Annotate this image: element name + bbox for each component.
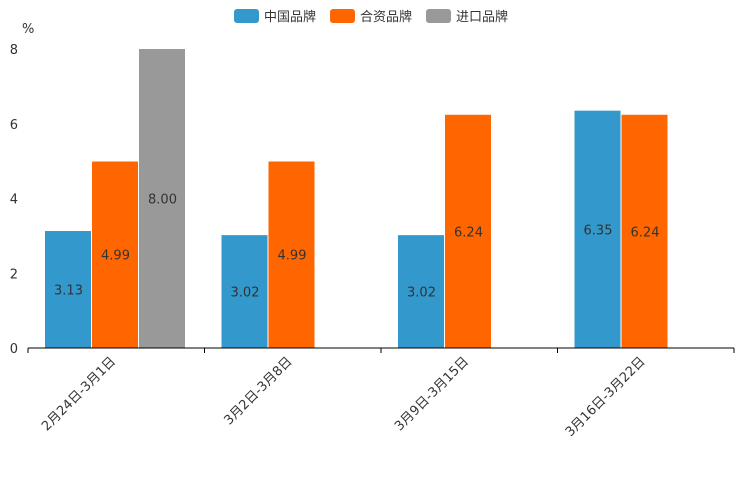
bar (45, 231, 91, 348)
bars (45, 49, 668, 348)
data-label: 8.00 (148, 193, 177, 208)
bar (445, 114, 491, 348)
x-tick-label: 3月16日-3月22日 (563, 354, 649, 440)
bar (92, 161, 138, 348)
legend: 中国品牌 合资品牌 进口品牌 (234, 9, 508, 25)
legend-swatch (426, 9, 451, 23)
y-axis-unit-label: % (22, 22, 34, 37)
data-label: 3.02 (231, 286, 260, 301)
x-tick-label: 2月24日-3月1日 (39, 354, 119, 434)
legend-swatch (234, 9, 259, 23)
bar (221, 235, 268, 348)
y-tick-label: 2 (10, 267, 18, 282)
x-tick-label: 3月2日-3月8日 (221, 354, 295, 428)
bar (139, 49, 185, 348)
data-label: 6.35 (584, 223, 613, 238)
data-labels: 3.13 4.99 8.00 3.02 4.99 3.02 6.24 6.35 6.24 (54, 193, 659, 301)
y-tick-label: 4 (10, 193, 18, 208)
y-tick-label: 8 (10, 43, 18, 58)
legend-label: 中国品牌 (264, 9, 316, 25)
data-label: 3.02 (407, 286, 436, 301)
y-tick-label: 0 (10, 342, 18, 357)
data-label: 6.24 (631, 225, 660, 240)
legend-label: 进口品牌 (456, 9, 508, 25)
y-axis-ticks: 0 2 4 6 8 (10, 43, 18, 357)
data-label: 4.99 (101, 249, 130, 264)
data-label: 4.99 (278, 249, 307, 264)
data-label: 3.13 (54, 284, 83, 299)
x-tick-label: 3月9日-3月15日 (392, 354, 472, 434)
x-axis-ticks: 2月24日-3月1日 3月2日-3月8日 3月9日-3月15日 3月16日-3月22日 (27, 348, 735, 440)
bar (268, 161, 315, 348)
bar (398, 235, 444, 348)
data-label: 6.24 (454, 225, 483, 240)
legend-swatch (330, 9, 355, 23)
y-tick-label: 6 (10, 118, 18, 133)
bar (621, 114, 668, 348)
bar (574, 110, 621, 348)
legend-label: 合资品牌 (360, 9, 412, 25)
